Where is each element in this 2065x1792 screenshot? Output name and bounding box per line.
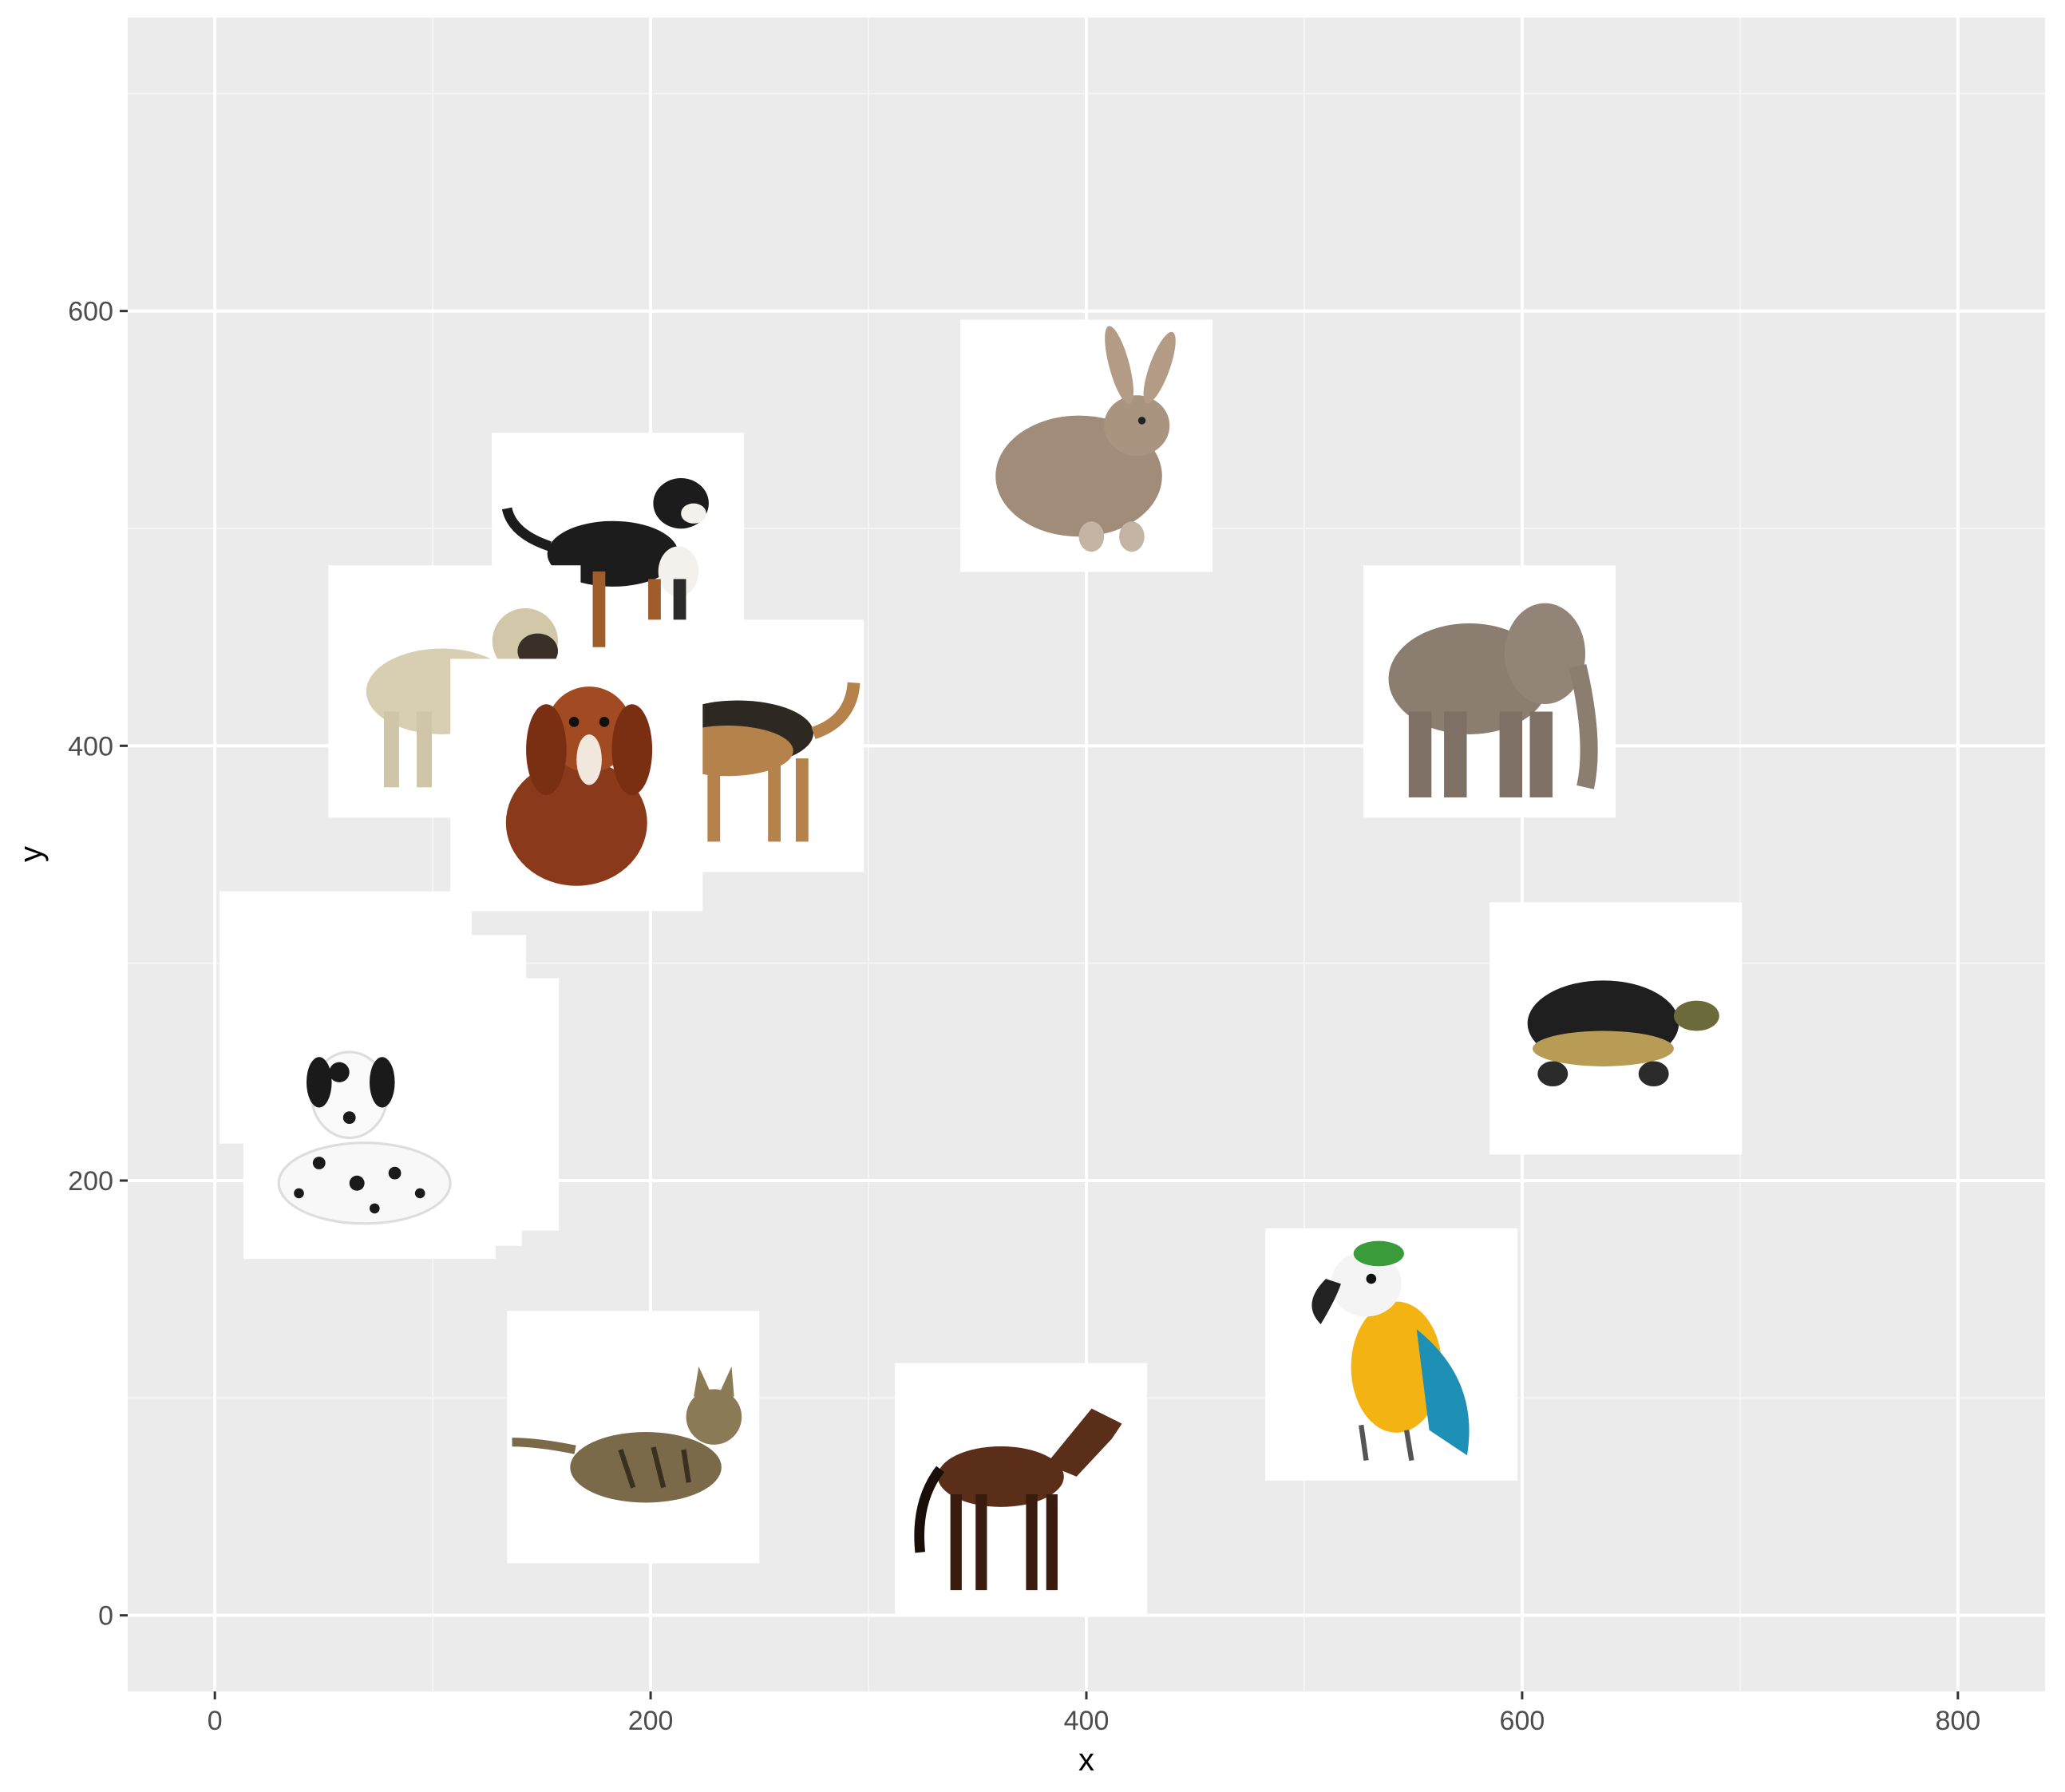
y-tick-label: 200 [68, 1166, 113, 1197]
y-tick-label: 0 [98, 1601, 113, 1632]
axes: 0 200 400 600 800 0 200 400 600 [68, 297, 1980, 1736]
x-axis-title: x [1078, 1743, 1094, 1778]
turtle-icon [1489, 902, 1743, 1155]
data-points [220, 319, 1743, 1616]
cat-icon [507, 1311, 760, 1564]
x-tick-label: 400 [1064, 1706, 1110, 1736]
x-tick-label: 0 [208, 1706, 223, 1736]
parrot-icon [1265, 1228, 1518, 1481]
y-tick-label: 400 [68, 731, 113, 762]
cavalier-spaniel-icon [450, 659, 703, 912]
dalmatian-icon [243, 1007, 496, 1259]
x-tick-label: 800 [1935, 1706, 1980, 1736]
rabbit-icon [960, 319, 1212, 572]
y-tick-label: 600 [68, 297, 113, 327]
x-tick-label: 200 [628, 1706, 674, 1736]
elephant-icon [1363, 565, 1616, 817]
horse-icon [895, 1363, 1148, 1616]
y-axis-title: y [14, 846, 49, 862]
x-tick-label: 600 [1500, 1706, 1545, 1736]
